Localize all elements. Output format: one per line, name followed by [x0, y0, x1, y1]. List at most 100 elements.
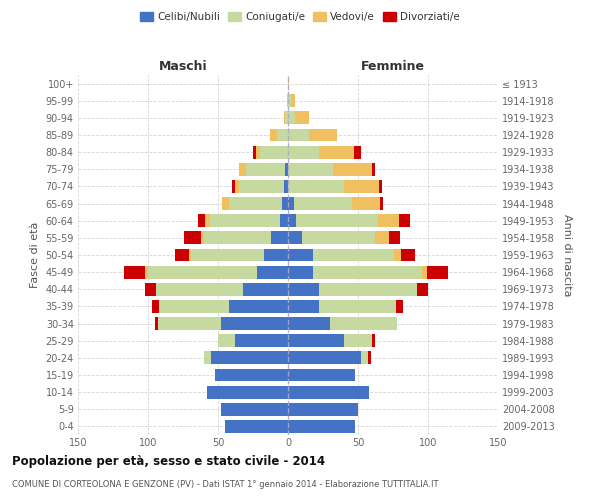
Bar: [235, 334, 288, 347]
Bar: [427, 266, 448, 278]
Text: Femmine: Femmine: [361, 60, 425, 72]
Bar: [288, 386, 369, 398]
Bar: [288, 77, 289, 90]
Bar: [288, 146, 319, 158]
Bar: [368, 352, 371, 364]
Bar: [215, 368, 288, 382]
Bar: [232, 180, 235, 193]
Bar: [211, 352, 288, 364]
Bar: [288, 197, 293, 210]
Bar: [175, 248, 188, 262]
Bar: [257, 266, 288, 278]
Text: COMUNE DI CORTEOLONA E GENZONE (PV) - Dati ISTAT 1° gennaio 2014 - Elaborazione : COMUNE DI CORTEOLONA E GENZONE (PV) - Da…: [12, 480, 439, 489]
Bar: [288, 214, 296, 227]
Bar: [319, 146, 354, 158]
Bar: [372, 334, 375, 347]
Bar: [271, 232, 288, 244]
Bar: [352, 197, 380, 210]
Bar: [221, 403, 288, 415]
Bar: [260, 146, 288, 158]
Bar: [157, 283, 243, 296]
Bar: [283, 197, 288, 210]
Y-axis label: Anni di nascita: Anni di nascita: [562, 214, 572, 296]
Bar: [285, 112, 288, 124]
Bar: [344, 180, 379, 193]
Bar: [204, 232, 271, 244]
Bar: [293, 197, 352, 210]
Bar: [222, 197, 229, 210]
Bar: [246, 163, 285, 175]
Bar: [284, 112, 285, 124]
Bar: [398, 214, 410, 227]
Bar: [309, 128, 337, 141]
Bar: [375, 232, 389, 244]
Bar: [270, 128, 277, 141]
Bar: [184, 232, 201, 244]
Bar: [288, 334, 344, 347]
Bar: [191, 248, 264, 262]
Bar: [158, 317, 221, 330]
Bar: [199, 214, 205, 227]
Bar: [319, 300, 396, 313]
Bar: [221, 317, 288, 330]
Bar: [344, 334, 372, 347]
Bar: [253, 146, 256, 158]
Bar: [209, 214, 280, 227]
Bar: [207, 386, 288, 398]
Bar: [288, 266, 313, 278]
Bar: [394, 248, 401, 262]
Bar: [124, 266, 145, 278]
Bar: [288, 232, 302, 244]
Bar: [264, 248, 288, 262]
Bar: [291, 94, 295, 107]
Bar: [155, 317, 158, 330]
Legend: Celibi/Nubili, Coniugati/e, Vedovi/e, Divorziati/e: Celibi/Nubili, Coniugati/e, Vedovi/e, Di…: [136, 8, 464, 26]
Bar: [288, 300, 319, 313]
Bar: [288, 163, 333, 175]
Bar: [319, 283, 417, 296]
Bar: [354, 146, 361, 158]
Bar: [218, 334, 235, 347]
Text: Popolazione per età, sesso e stato civile - 2014: Popolazione per età, sesso e stato civil…: [12, 455, 325, 468]
Bar: [333, 163, 372, 175]
Bar: [288, 283, 319, 296]
Bar: [288, 403, 358, 415]
Bar: [288, 248, 313, 262]
Bar: [288, 317, 330, 330]
Bar: [288, 94, 291, 107]
Bar: [148, 266, 257, 278]
Bar: [205, 214, 209, 227]
Bar: [145, 283, 157, 296]
Bar: [330, 317, 397, 330]
Bar: [288, 352, 361, 364]
Bar: [225, 420, 288, 433]
Bar: [361, 352, 368, 364]
Bar: [288, 112, 295, 124]
Bar: [396, 300, 403, 313]
Bar: [145, 266, 148, 278]
Bar: [379, 180, 382, 193]
Bar: [288, 368, 355, 382]
Bar: [256, 146, 260, 158]
Bar: [229, 197, 283, 210]
Bar: [280, 214, 288, 227]
Bar: [201, 232, 204, 244]
Bar: [288, 128, 309, 141]
Bar: [204, 352, 211, 364]
Bar: [285, 163, 288, 175]
Bar: [288, 180, 344, 193]
Y-axis label: Fasce di età: Fasce di età: [30, 222, 40, 288]
Bar: [401, 248, 415, 262]
Bar: [284, 180, 288, 193]
Bar: [287, 94, 288, 107]
Bar: [188, 248, 191, 262]
Bar: [277, 128, 288, 141]
Bar: [313, 266, 422, 278]
Bar: [295, 112, 309, 124]
Bar: [377, 214, 398, 227]
Bar: [372, 163, 375, 175]
Bar: [229, 300, 288, 313]
Bar: [235, 180, 239, 193]
Bar: [389, 232, 400, 244]
Bar: [239, 163, 246, 175]
